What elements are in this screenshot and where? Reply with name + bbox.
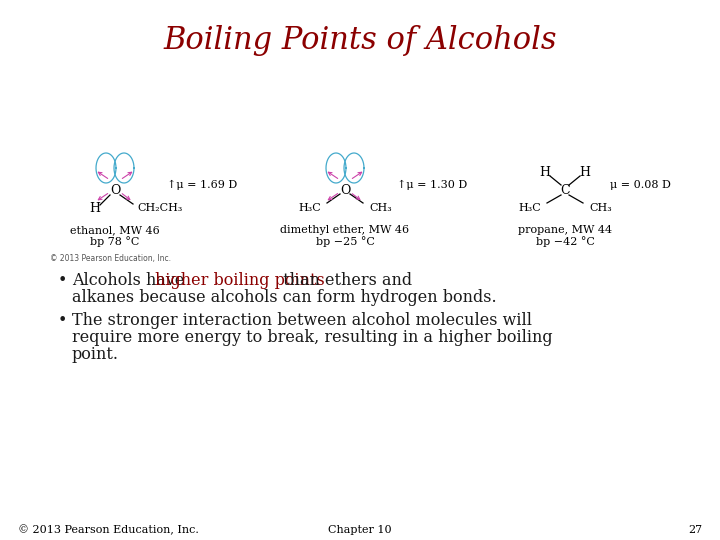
Text: CH₂CH₃: CH₂CH₃: [137, 203, 182, 213]
Text: propane, MW 44: propane, MW 44: [518, 225, 612, 235]
Text: higher boiling points: higher boiling points: [155, 272, 324, 289]
Text: μ = 0.08 D: μ = 0.08 D: [610, 180, 671, 190]
Text: O: O: [110, 184, 120, 197]
Text: C: C: [560, 184, 570, 197]
Text: H: H: [89, 201, 101, 214]
Text: Alcohols have: Alcohols have: [72, 272, 189, 289]
Text: point.: point.: [72, 346, 119, 363]
Text: bp −25 °C: bp −25 °C: [315, 237, 374, 247]
Text: H: H: [539, 165, 551, 179]
Text: © 2013 Pearson Education, Inc.: © 2013 Pearson Education, Inc.: [50, 253, 171, 262]
Text: alkanes because alcohols can form hydrogen bonds.: alkanes because alcohols can form hydrog…: [72, 289, 497, 306]
Text: ↑μ = 1.69 D: ↑μ = 1.69 D: [167, 180, 238, 190]
Text: CH₃: CH₃: [369, 203, 392, 213]
Text: Chapter 10: Chapter 10: [328, 525, 392, 535]
Text: © 2013 Pearson Education, Inc.: © 2013 Pearson Education, Inc.: [18, 525, 199, 535]
Text: O: O: [340, 184, 350, 197]
Text: 27: 27: [688, 525, 702, 535]
Text: than ethers and: than ethers and: [279, 272, 413, 289]
Text: require more energy to break, resulting in a higher boiling: require more energy to break, resulting …: [72, 329, 553, 346]
Text: CH₃: CH₃: [589, 203, 612, 213]
Text: •: •: [58, 312, 68, 329]
Text: ethanol, MW 46: ethanol, MW 46: [70, 225, 160, 235]
Text: H₃C: H₃C: [298, 203, 321, 213]
Text: bp −42 °C: bp −42 °C: [536, 237, 595, 247]
Text: •: •: [58, 272, 68, 289]
Text: bp 78 °C: bp 78 °C: [90, 237, 140, 247]
Text: The stronger interaction between alcohol molecules will: The stronger interaction between alcohol…: [72, 312, 532, 329]
Text: Boiling Points of Alcohols: Boiling Points of Alcohols: [163, 24, 557, 56]
Text: ↑μ = 1.30 D: ↑μ = 1.30 D: [397, 180, 467, 190]
Text: H: H: [580, 165, 590, 179]
Text: H₃C: H₃C: [518, 203, 541, 213]
Text: dimethyl ether, MW 46: dimethyl ether, MW 46: [280, 225, 410, 235]
